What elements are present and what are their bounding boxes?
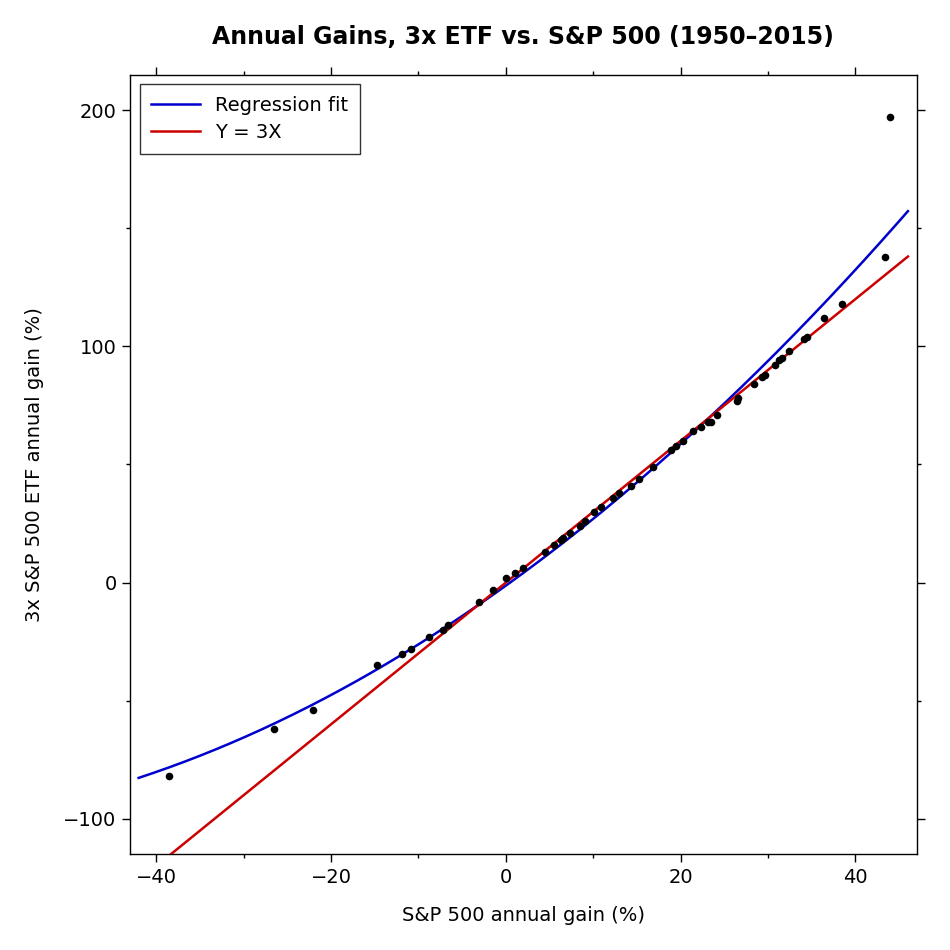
Point [878,249,893,264]
Point [796,332,811,347]
Point [394,646,409,661]
Title: Annual Gains, 3x ETF vs. S&P 500 (1950–2015): Annual Gains, 3x ETF vs. S&P 500 (1950–2… [213,25,834,49]
Point [816,311,831,326]
Point [729,393,744,408]
Point [685,424,700,439]
Point [435,622,450,637]
Point [774,351,789,366]
Point [586,504,601,520]
Point [578,514,593,529]
Point [694,419,709,434]
Point [663,443,678,458]
Point [675,433,691,448]
Y-axis label: 3x S&P 500 ETF annual gain (%): 3x S&P 500 ETF annual gain (%) [25,307,44,622]
Point [162,769,177,784]
Point [771,352,787,368]
Point [623,478,638,493]
Point [835,296,850,312]
Point [498,570,513,585]
Point [645,459,660,474]
Point [305,703,320,718]
Point [612,485,627,501]
Point [747,376,762,391]
Point [731,390,746,406]
Point [631,471,646,486]
Point [508,565,523,580]
Point [404,641,419,656]
Point [546,537,561,552]
Point [704,414,719,429]
Point [441,618,456,633]
Point [516,560,531,576]
Point [799,330,814,345]
X-axis label: S&P 500 annual gain (%): S&P 500 annual gain (%) [402,906,645,925]
Point [754,370,770,385]
Point [563,525,579,541]
Point [538,544,553,560]
Point [485,582,501,598]
Point [421,629,436,644]
Point [594,500,609,515]
Point [553,533,568,548]
Point [883,109,898,124]
Point [370,657,385,673]
Point [573,519,588,534]
Point [471,594,486,609]
Point [606,490,621,505]
Point [710,408,725,423]
Legend: Regression fit, Y = 3X: Regression fit, Y = 3X [140,85,360,154]
Point [267,721,282,736]
Point [768,357,783,372]
Point [782,344,797,359]
Point [757,367,772,382]
Point [669,438,684,453]
Point [556,530,571,545]
Point [700,414,715,429]
